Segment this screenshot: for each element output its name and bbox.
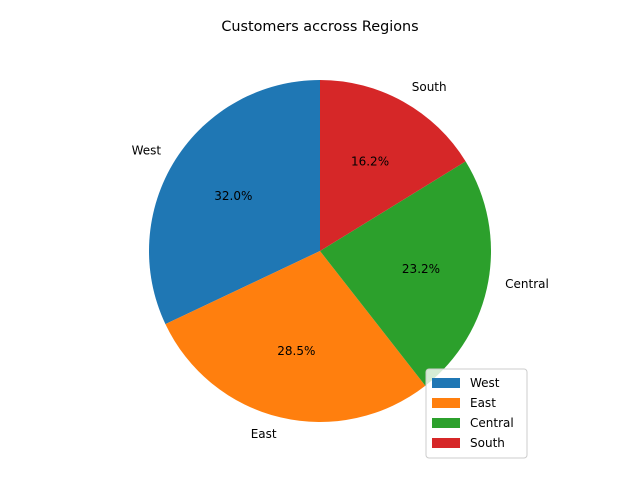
legend-label-south: South — [470, 436, 505, 450]
legend-swatch-west — [432, 378, 460, 388]
legend-label-central: Central — [470, 416, 514, 430]
slice-label-central: Central — [505, 277, 549, 291]
legend-swatch-east — [432, 398, 460, 408]
slice-label-south: South — [412, 80, 447, 94]
slice-label-west: West — [132, 143, 162, 157]
legend-swatch-central — [432, 418, 460, 428]
legend-box — [425, 368, 528, 459]
pie-slice-south — [320, 80, 466, 251]
percent-label-south: 16.2% — [351, 154, 389, 168]
slices-layer — [149, 80, 491, 423]
pie-slice-west — [149, 80, 320, 325]
percent-label-central: 23.2% — [402, 262, 440, 276]
percent-label-west: 32.0% — [214, 189, 252, 203]
legend-swatch-south — [432, 438, 460, 448]
chart-title: Customers accross Regions — [221, 19, 418, 35]
legend-label-east: East — [470, 396, 496, 410]
pie-slice-central — [320, 161, 491, 386]
percent-label-east: 28.5% — [277, 344, 315, 358]
labels-layer: West 32.0% East 28.5% Central 23.2% South 16.2% — [132, 80, 549, 441]
slice-label-east: East — [251, 427, 277, 441]
pie-slice-east — [165, 251, 426, 423]
legend-label-west: West — [470, 376, 500, 390]
legend: West East Central South — [425, 368, 528, 459]
